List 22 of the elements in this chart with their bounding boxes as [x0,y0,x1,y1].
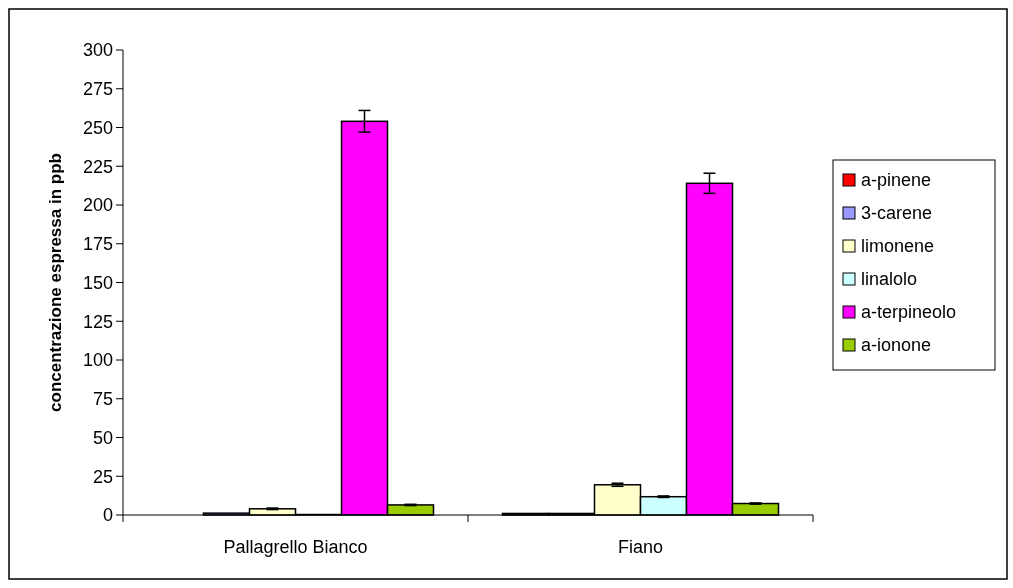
y-tick-label: 25 [92,466,113,487]
y-tick-label: 150 [82,272,113,293]
y-tick-label: 225 [82,156,113,177]
legend-label: 3-carene [861,203,933,224]
y-tick-label: 100 [82,350,113,371]
y-tick-label: 250 [82,117,113,138]
x-tick-label: Fiano [617,537,664,557]
y-tick-label: 275 [82,79,113,100]
y-tick-label: 125 [82,311,113,332]
y-tick-label: 175 [82,234,113,255]
y-tick-label: 50 [92,427,113,448]
x-tick-label: Pallagrello Bianco [223,537,368,557]
y-tick-label: 75 [92,389,113,410]
legend-label: a-ionone [861,335,932,356]
legend-label: limonene [861,236,935,257]
legend-label: linalolo [861,269,918,290]
legend-label: a-pinene [861,170,932,191]
y-tick-label: 0 [102,505,113,526]
y-axis-title: concentrazione espressa in ppb [46,153,65,412]
legend-label: a-terpineolo [861,302,957,323]
y-tick-label: 200 [82,195,113,216]
y-tick-label: 300 [82,40,113,61]
